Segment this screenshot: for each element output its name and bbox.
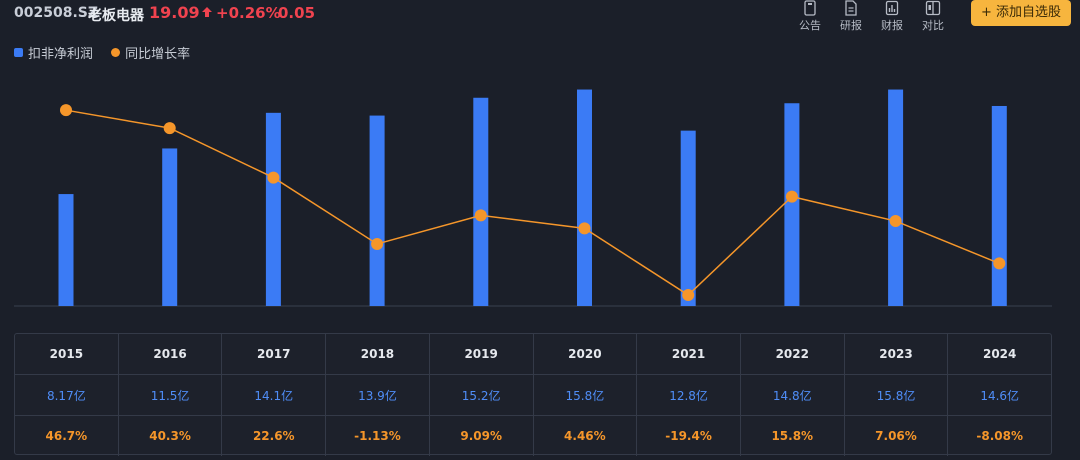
table-cell-growth: 22.6% (222, 416, 327, 456)
financial-report-icon (885, 0, 899, 16)
stock-change-amount: 0.05 (278, 4, 316, 22)
legend-label-profit: 扣非净利润 (28, 47, 94, 62)
bar-2019[interactable] (473, 97, 489, 306)
stock-change-percent: +0.26% (216, 4, 281, 22)
table-cell-year: 2016 (119, 334, 223, 374)
table-cell-growth: -19.4% (637, 416, 741, 456)
table-cell-growth: -8.08% (976, 429, 1023, 443)
legend-swatch-dot (111, 48, 121, 57)
table-cell-profit: 15.8亿 (534, 375, 638, 415)
growth-point-2023[interactable] (889, 215, 902, 228)
table-row-years: 2015 2016 2017 2018 2019 2020 2021 2022 2023 2024 (15, 334, 1051, 375)
legend-item-growth[interactable]: 同比增长率 (111, 43, 190, 62)
growth-point-2018[interactable] (371, 237, 384, 250)
growth-point-2015[interactable] (60, 104, 72, 117)
growth-line (65, 109, 1000, 297)
bar-2017[interactable] (265, 112, 281, 306)
table-cell-growth: 9.09% (430, 416, 534, 456)
growth-point-2016[interactable] (163, 122, 176, 135)
table-cell-growth: 7.06% (845, 416, 949, 456)
table-cell-growth: 40.3% (119, 416, 223, 456)
bar-2016[interactable] (162, 148, 178, 306)
stock-header: 002508.SZ 老板电器 19.09 +0.26% 0.05 公告 研报 财… (0, 0, 1080, 32)
table-cell-year: 2015 (15, 334, 119, 374)
growth-point-2019[interactable] (474, 209, 487, 222)
bar-2021[interactable] (680, 130, 696, 306)
table-cell-year: 2024 (982, 347, 1017, 361)
table-cell-profit: 12.8亿 (637, 375, 741, 415)
table-cell-year: 2022 (741, 334, 845, 374)
data-table: 2015 2016 2017 2018 2019 2020 2021 2022 2023 2024… (14, 333, 1052, 456)
stock-name: 老板电器 (88, 8, 144, 24)
growth-point-2020[interactable] (578, 222, 591, 235)
growth-point-2021[interactable] (682, 289, 695, 302)
compare-label: 对比 (922, 19, 944, 32)
bar-2015[interactable] (58, 194, 74, 306)
table-cell-year: 2017 (222, 334, 327, 374)
bar-2023[interactable] (888, 89, 904, 306)
financial-report-button[interactable]: 财报 (877, 0, 907, 34)
chart-legend: 扣非净利润 同比增长率 (14, 43, 204, 62)
notice-icon (804, 0, 816, 16)
table-row-growth: 46.7% 40.3% 22.6% -1.13% 9.09% 4.46% -19.4% 15.… (15, 416, 1051, 456)
financial-report-label: 财报 (881, 19, 903, 32)
add-to-watchlist-button[interactable]: + 添加自选股 (971, 0, 1071, 26)
table-cell-profit: 15.8亿 (845, 375, 949, 415)
table-cell-profit: 11.5亿 (119, 375, 223, 415)
bar-2024[interactable] (991, 105, 1007, 306)
legend-label-growth: 同比增长率 (125, 47, 191, 62)
table-cell-year: 2020 (534, 334, 638, 374)
legend-item-profit[interactable]: 扣非净利润 (14, 43, 93, 62)
table-cell-profit: 8.17亿 (15, 375, 119, 415)
table-cell-profit: 14.1亿 (222, 375, 327, 415)
arrow-up-icon (202, 7, 212, 17)
notice-label: 公告 (799, 19, 821, 32)
compare-button[interactable]: 对比 (918, 0, 948, 34)
bar-2022[interactable] (784, 103, 800, 306)
growth-point-2024[interactable] (993, 257, 1006, 270)
stock-code: 002508.SZ (14, 5, 98, 21)
table-cell-growth: -1.13% (326, 416, 430, 456)
table-cell-year: 2018 (326, 334, 430, 374)
report-icon (845, 0, 857, 16)
table-row-profit: 8.17亿 11.5亿 14.1亿 13.9亿 15.2亿 15.8亿 12.8亿 14.8亿… (15, 375, 1051, 416)
table-cell-growth: 15.8% (741, 416, 845, 456)
bar-2018[interactable] (369, 115, 385, 306)
stock-price: 19.09 (149, 3, 200, 22)
table-cell-growth: 46.7% (15, 416, 119, 456)
table-cell-year: 2023 (845, 334, 949, 374)
table-cell-profit: 14.6亿 (980, 388, 1020, 403)
table-cell-profit: 13.9亿 (326, 375, 430, 415)
growth-point-2022[interactable] (785, 190, 798, 203)
research-report-button[interactable]: 研报 (836, 0, 866, 34)
profit-growth-chart (14, 89, 1052, 307)
growth-point-2017[interactable] (267, 171, 280, 184)
table-cell-profit: 14.8亿 (741, 375, 845, 415)
research-report-label: 研报 (840, 19, 862, 32)
compare-icon (925, 0, 941, 16)
table-cell-profit: 15.2亿 (430, 375, 534, 415)
bar-2020[interactable] (577, 89, 592, 306)
table-cell-year: 2019 (430, 334, 534, 374)
table-cell-growth: 4.46% (534, 416, 638, 456)
table-cell-year: 2021 (637, 334, 741, 374)
legend-swatch-bar (14, 48, 23, 57)
notice-button[interactable]: 公告 (795, 0, 825, 34)
